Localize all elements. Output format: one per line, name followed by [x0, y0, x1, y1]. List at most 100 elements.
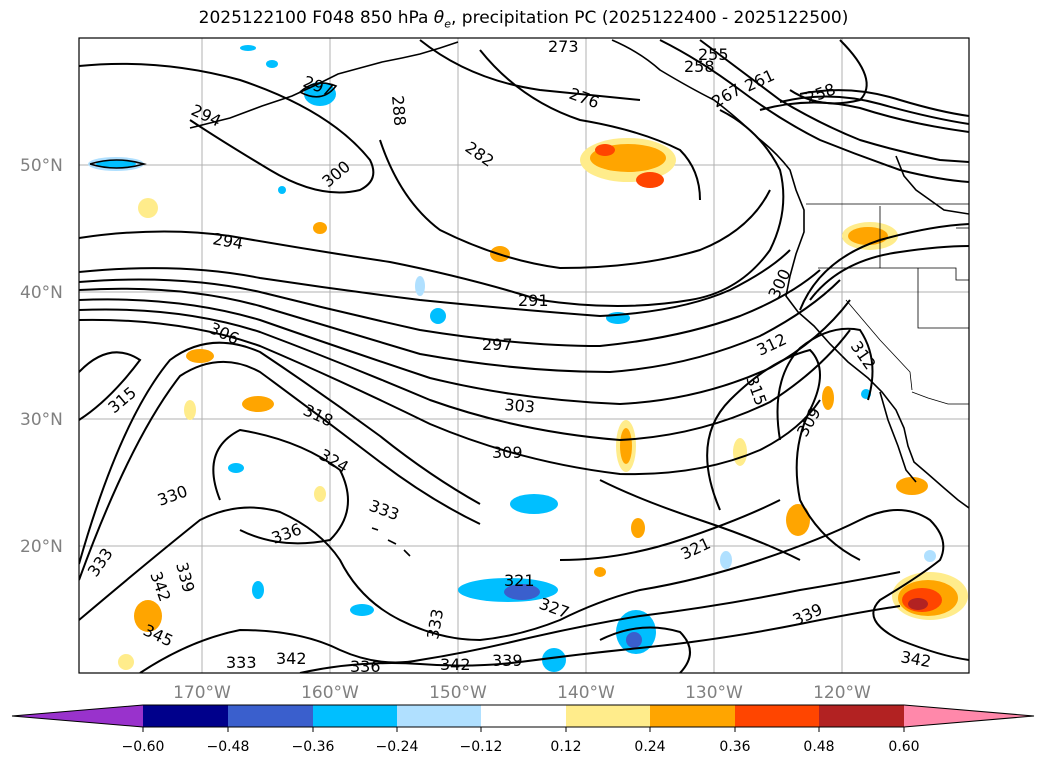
- contour-label: 273: [548, 37, 579, 56]
- figure-title: 2025122100 F048 850 hPa θe, precipitatio…: [0, 8, 1047, 30]
- contour-line: [599, 626, 691, 673]
- precip-patch: [134, 600, 162, 632]
- colorbar-label: 0.48: [803, 739, 834, 755]
- contour-label: 342: [440, 655, 471, 674]
- colorbar-segment: [735, 705, 819, 727]
- colorbar-label: −0.48: [207, 739, 250, 755]
- precip-patch: [266, 60, 278, 68]
- lon-label-120w: 120°W: [813, 683, 871, 703]
- colorbar-segment: [566, 705, 650, 727]
- contour-line: [419, 39, 641, 101]
- map-content: 273 255 258 261 267 258 276 282 288 294 …: [79, 37, 969, 676]
- precip-patch: [118, 654, 134, 670]
- border-line: [911, 391, 969, 405]
- colorbar-segment: [143, 705, 228, 727]
- contour-label: 297: [482, 335, 513, 354]
- contour-label: 309: [492, 443, 523, 462]
- colorbar-segment: [228, 705, 313, 727]
- colorbar-labels: −0.60 −0.48 −0.36 −0.24 −0.12 0.12 0.24 …: [122, 739, 920, 755]
- precip-patch: [304, 82, 336, 106]
- precip-patch: [822, 386, 834, 410]
- precip-patch: [252, 581, 264, 599]
- contour-line: [79, 279, 841, 374]
- lon-labels: 170°W 160°W 150°W 140°W 130°W 120°W: [173, 683, 871, 703]
- lon-label-130w: 130°W: [685, 683, 743, 703]
- colorbar-label: 0.12: [550, 739, 581, 755]
- map-panel: 273 255 258 261 267 258 276 282 288 294 …: [78, 37, 970, 676]
- coastline-commander: [89, 159, 147, 169]
- contour-line: [659, 39, 969, 183]
- coastline-aleutians: [189, 41, 459, 129]
- contour-label: 339: [492, 651, 523, 670]
- coastline-border: [895, 155, 969, 215]
- precip-patch: [908, 598, 928, 610]
- title-symbol: θ: [433, 8, 445, 28]
- precip-patch: [595, 144, 615, 156]
- contour-line: [212, 428, 349, 545]
- contour-line: [379, 139, 771, 270]
- precip-patch: [314, 486, 326, 502]
- precip-patch: [620, 428, 632, 464]
- contour-line: [79, 341, 481, 565]
- precip-patch: [786, 504, 810, 536]
- precip-patch: [631, 518, 645, 538]
- contour-line: [699, 39, 969, 163]
- border-line: [818, 267, 969, 281]
- precip-patch: [542, 648, 566, 672]
- precip-patch: [350, 604, 374, 616]
- lat-label-40n: 40°N: [20, 283, 63, 303]
- lon-label-140w: 140°W: [557, 683, 615, 703]
- lon-label-160w: 160°W: [301, 683, 359, 703]
- precip-patch: [720, 551, 732, 569]
- contour-label: 288: [388, 95, 410, 127]
- colorbar-label: −0.36: [292, 739, 335, 755]
- precip-patch: [228, 463, 244, 473]
- colorbar-segment: [650, 705, 735, 727]
- precip-patch: [848, 227, 888, 245]
- coastline-baja: [879, 391, 917, 483]
- precip-patch: [733, 438, 747, 466]
- colorbar: −0.60 −0.48 −0.36 −0.24 −0.12 0.12 0.24 …: [11, 704, 1035, 755]
- precip-patch: [636, 172, 664, 188]
- lat-label-50n: 50°N: [20, 156, 63, 176]
- contour-labels: 273 255 258 261 267 258 276 282 288 294 …: [84, 37, 933, 676]
- colorbar-label: −0.60: [122, 739, 165, 755]
- contour-line: [776, 327, 874, 441]
- contour-line: [809, 245, 969, 301]
- precip-patch: [96, 160, 136, 168]
- contour-line: [79, 62, 375, 194]
- border-line: [845, 299, 913, 391]
- colorbar-label: 0.24: [634, 739, 665, 755]
- coastline-alaska-peninsula: [299, 82, 338, 98]
- contour-line: [706, 348, 861, 561]
- colorbar-label: −0.12: [460, 739, 503, 755]
- contour-line: [79, 109, 785, 307]
- contour-line: [79, 269, 821, 348]
- lat-labels: 50°N 40°N 30°N 20°N: [20, 156, 63, 557]
- contour-label: 342: [276, 649, 307, 668]
- contour-label: 321: [504, 571, 535, 590]
- contour-line: [759, 101, 969, 133]
- colorbar-extend-high: [904, 705, 1034, 727]
- precip-patch: [504, 584, 540, 600]
- contour-label: 336: [350, 657, 381, 676]
- contour-line: [139, 571, 901, 673]
- colorbar-label: 0.36: [719, 739, 750, 755]
- contour-line: [79, 361, 481, 581]
- contour-label: 291: [518, 291, 549, 310]
- contour-line: [789, 39, 868, 105]
- precip-patch: [278, 186, 286, 194]
- precip-patch: [138, 198, 158, 218]
- contour-label: 255: [698, 45, 729, 64]
- precip-patch: [924, 550, 936, 562]
- state-borders: [806, 203, 969, 405]
- contour-line: [479, 49, 701, 201]
- colorbar-label: −0.24: [376, 739, 419, 755]
- coastline-hawaii: [371, 527, 411, 557]
- colorbar-ticks: [142, 727, 905, 732]
- contour-line: [79, 318, 821, 476]
- contour-line: [79, 506, 969, 661]
- precip-patch: [510, 494, 558, 514]
- precip-patch: [313, 222, 327, 234]
